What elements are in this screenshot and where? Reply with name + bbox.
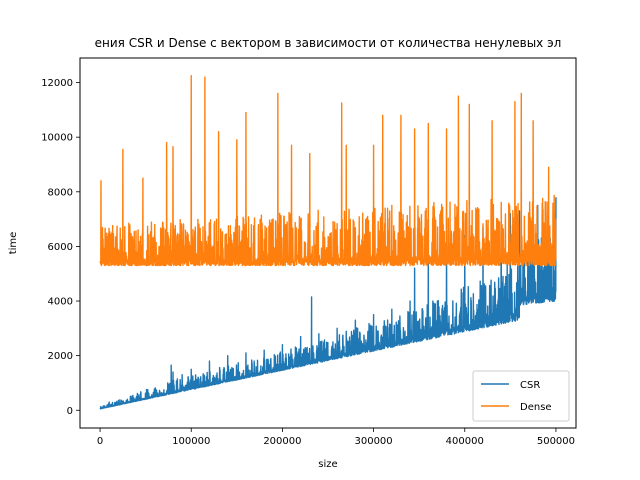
y-tick-label: 12000 [41,78,73,89]
plot-frame [79,57,577,429]
y-tick-label: 6000 [48,242,73,253]
y-tick-label: 4000 [48,297,73,308]
y-tick-label: 2000 [48,351,73,362]
series-line-dense [99,75,557,267]
y-tick-label: 0 [67,406,73,417]
x-tick-label: 300000 [354,436,392,447]
x-axis-label: size [318,459,337,470]
series-layer [99,75,557,410]
y-axis-label: time [8,232,19,255]
x-tick-label: 200000 [263,436,301,447]
legend: CSR Dense [472,370,570,422]
x-tick-label: 500000 [537,436,575,447]
y-tick-label: 10000 [41,133,73,144]
x-tick-label: 0 [97,436,103,447]
x-tick-label: 400000 [446,436,484,447]
y-tick-label: 8000 [48,187,73,198]
chart-title: ения CSR и Dense с вектором в зависимост… [95,36,562,50]
legend-label-dense: Dense [520,402,552,413]
y-axis-ticks: 0 2000 4000 6000 8000 10000 12000 [41,78,80,417]
legend-box [472,370,570,422]
x-axis-ticks: 0 100000 200000 300000 400000 500000 [97,428,575,447]
legend-label-csr: CSR [520,380,540,391]
x-tick-label: 100000 [172,436,210,447]
series-line-csr [99,197,557,410]
